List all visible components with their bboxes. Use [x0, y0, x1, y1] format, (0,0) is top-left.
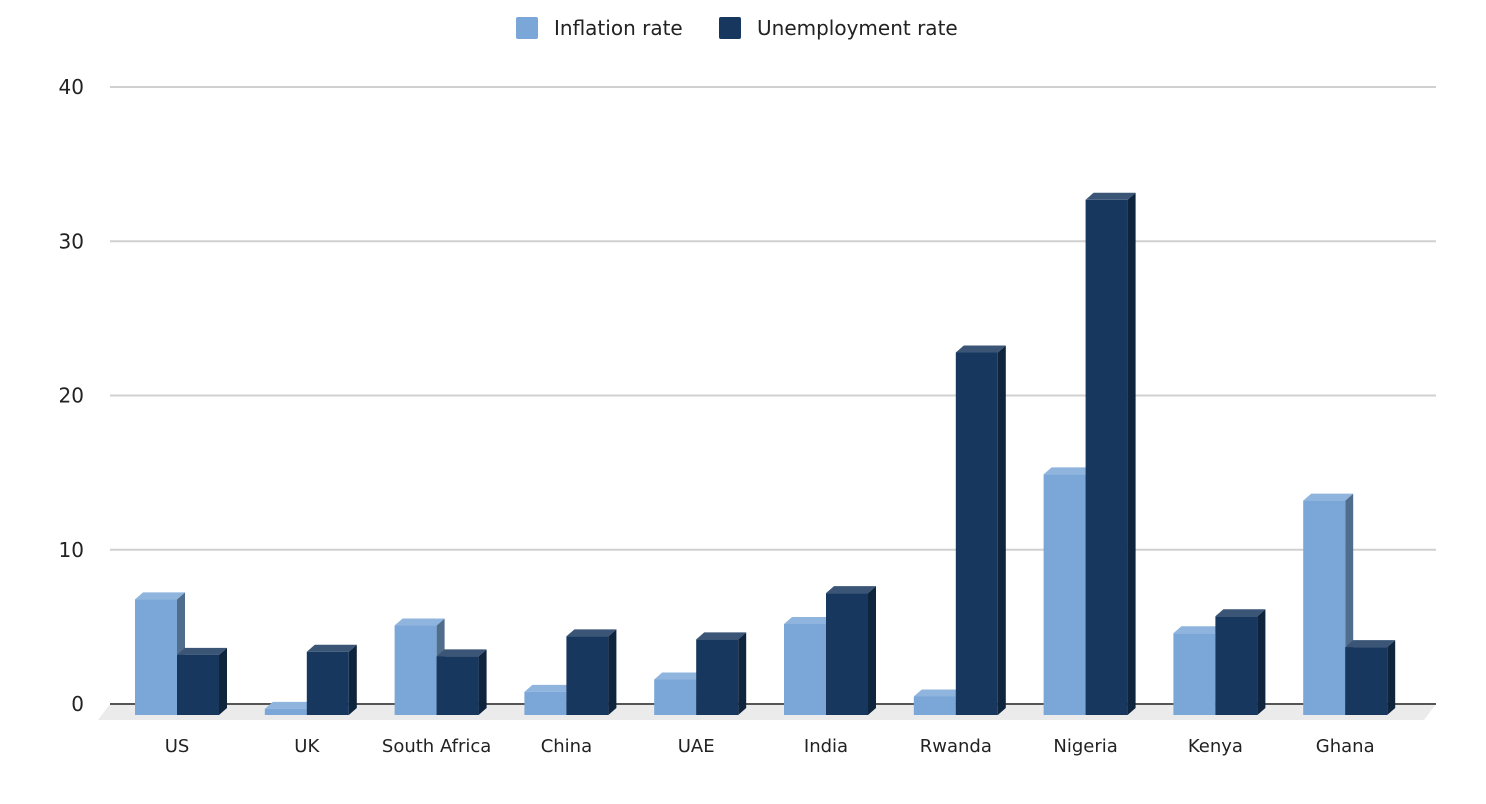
legend: Inflation rate Unemployment rate	[516, 16, 958, 40]
bar-unemployment-uk	[306, 644, 357, 715]
bar-side	[478, 649, 487, 715]
bar-side	[608, 629, 617, 715]
bar-front	[394, 625, 437, 715]
bar-top	[1303, 493, 1354, 501]
bar-unemployment-us	[177, 647, 227, 715]
bar-front	[1345, 647, 1388, 715]
x-tick-label: Kenya	[1188, 736, 1243, 757]
bar-top	[566, 629, 617, 637]
bar-top	[826, 586, 876, 594]
x-tick-label: US	[165, 736, 190, 757]
bar-front	[913, 696, 956, 715]
bar-front	[1085, 199, 1128, 715]
bar-front	[826, 593, 868, 715]
bar-front	[135, 599, 177, 715]
bar-unemployment-ghana	[1345, 640, 1396, 715]
bar-side	[1127, 192, 1136, 715]
legend-label-inflation: Inflation rate	[554, 16, 683, 40]
x-tick-label: Ghana	[1316, 736, 1375, 757]
y-tick-label: 0	[71, 692, 84, 716]
bar-front	[436, 656, 479, 715]
bar-top	[394, 618, 445, 626]
bar-side	[348, 644, 357, 715]
bar-front	[1303, 500, 1346, 715]
bar-front	[524, 691, 567, 715]
x-tick-label: South Africa	[382, 736, 491, 757]
x-tick-label: UK	[294, 736, 320, 757]
x-tick-label: Rwanda	[920, 736, 992, 757]
bar-top	[436, 649, 487, 657]
bar-top	[1085, 192, 1136, 200]
bar-front	[1215, 616, 1258, 715]
x-tick-label: India	[804, 736, 848, 757]
bar-unemployment-south-africa	[436, 649, 487, 715]
bar-front	[177, 654, 219, 715]
bar-front	[566, 636, 609, 715]
bar-side	[868, 586, 876, 715]
bar-front	[306, 651, 349, 715]
bar-front	[784, 623, 826, 715]
bar-top	[654, 672, 705, 680]
bar-side	[219, 647, 227, 715]
bar-top	[264, 701, 315, 709]
bar-top	[177, 647, 227, 655]
bar-top	[1345, 640, 1396, 648]
bar-top	[784, 616, 834, 624]
bar-top	[135, 592, 185, 600]
bar-unemployment-uae	[696, 632, 747, 715]
y-tick-label: 20	[59, 384, 84, 408]
y-tick-label: 40	[59, 75, 84, 99]
bar-top	[955, 345, 1006, 353]
bar-top	[1215, 609, 1266, 617]
legend-label-unemployment: Unemployment rate	[757, 16, 958, 40]
y-tick-label: 30	[59, 229, 84, 253]
bar-front	[955, 352, 998, 715]
x-tick-label: UAE	[678, 736, 715, 757]
bar-unemployment-kenya	[1215, 609, 1266, 715]
bar-front	[654, 679, 697, 715]
x-tick-label: Nigeria	[1053, 736, 1117, 757]
bar-unemployment-china	[566, 629, 617, 715]
bar-top	[1173, 626, 1224, 634]
bar-side	[738, 632, 747, 715]
bar-inflation-us	[135, 592, 185, 715]
bar-side	[997, 345, 1006, 715]
bar-unemployment-rwanda	[955, 345, 1006, 715]
bar-top	[913, 689, 964, 697]
x-tick-label: China	[541, 736, 592, 757]
legend-swatch-inflation	[516, 17, 538, 39]
bar-top	[696, 632, 747, 640]
bar-side	[1387, 640, 1396, 715]
y-tick-label: 10	[59, 538, 84, 562]
bar-front	[1173, 633, 1216, 715]
bar-unemployment-india	[826, 586, 876, 715]
bar-front	[1043, 474, 1086, 715]
bar-front	[264, 708, 307, 715]
legend-swatch-unemployment	[719, 17, 741, 39]
bar-top	[1043, 467, 1094, 475]
bar-top	[306, 644, 357, 652]
bar-top	[524, 684, 575, 692]
bar-side	[1257, 609, 1266, 715]
bar-front	[696, 639, 739, 715]
bar-unemployment-nigeria	[1085, 192, 1136, 715]
